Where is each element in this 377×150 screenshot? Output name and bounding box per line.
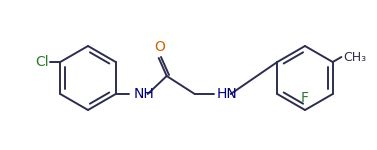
Text: CH₃: CH₃ — [343, 51, 366, 64]
Text: O: O — [154, 40, 165, 54]
Text: NH: NH — [134, 87, 155, 101]
Text: F: F — [301, 91, 309, 105]
Text: HN: HN — [217, 87, 238, 101]
Text: Cl: Cl — [36, 55, 49, 69]
